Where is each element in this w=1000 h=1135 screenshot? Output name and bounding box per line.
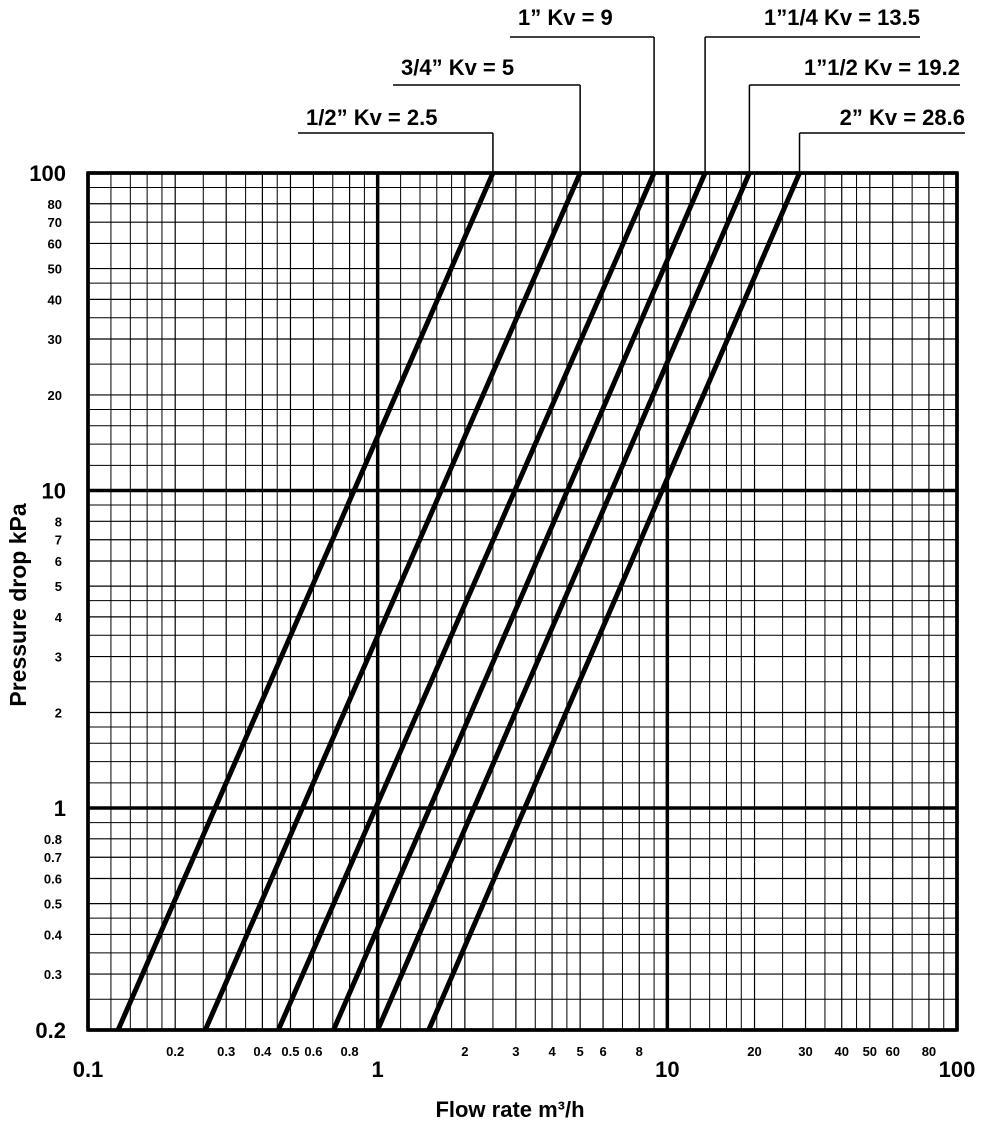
x-axis-label: Flow rate m³/h	[435, 1097, 584, 1122]
x-tick-label: 40	[834, 1044, 848, 1059]
x-tick-label: 2	[461, 1044, 468, 1059]
y-tick-label: 2	[55, 705, 62, 720]
series-line	[331, 172, 708, 1031]
plot-frame	[86, 171, 959, 1032]
x-tick-label: 60	[886, 1044, 900, 1059]
y-tick-label: 8	[55, 514, 62, 529]
y-tick-label: 7	[55, 533, 62, 548]
x-tick-label: 4	[548, 1044, 556, 1059]
y-tick-label: 50	[48, 262, 62, 277]
x-tick-label: 50	[863, 1044, 877, 1059]
y-tick-label: 4	[55, 610, 63, 625]
y-tick-label: 60	[48, 236, 62, 251]
x-tick-label: 0.1	[73, 1057, 104, 1082]
y-tick-label: 0.2	[35, 1018, 66, 1043]
x-tick-label: 0.2	[166, 1044, 184, 1059]
legend-label: 3/4” Kv = 5	[401, 55, 514, 80]
y-tick-label: 30	[48, 332, 62, 347]
x-tick-label: 100	[939, 1057, 976, 1082]
x-tick-label: 6	[599, 1044, 606, 1059]
series-line	[276, 171, 657, 1032]
x-tick-label: 0.3	[217, 1044, 235, 1059]
y-tick-label: 20	[48, 388, 62, 403]
legend-label: 1/2” Kv = 2.5	[306, 105, 437, 130]
y-tick-label: 5	[55, 579, 62, 594]
x-tick-label: 0.6	[304, 1044, 322, 1059]
x-tick-label: 10	[655, 1057, 679, 1082]
x-tick-label: 1	[372, 1057, 384, 1082]
y-tick-label: 0.8	[44, 832, 62, 847]
y-tick-label: 70	[48, 215, 62, 230]
x-tick-label: 20	[747, 1044, 761, 1059]
series-line	[375, 172, 752, 1031]
series-line	[115, 171, 496, 1032]
y-tick-label: 1	[54, 796, 66, 821]
y-tick-label: 3	[55, 650, 62, 665]
legend-label: 1”1/4 Kv = 13.5	[764, 5, 920, 30]
y-tick-label: 0.4	[44, 927, 63, 942]
y-tick-label: 40	[48, 292, 62, 307]
x-tick-label: 5	[577, 1044, 584, 1059]
x-tick-label: 0.5	[281, 1044, 299, 1059]
series-line	[202, 171, 583, 1032]
y-tick-label: 10	[42, 479, 66, 504]
x-tick-label: 3	[512, 1044, 519, 1059]
legend-label: 1”1/2 Kv = 19.2	[804, 55, 960, 80]
y-tick-label: 0.3	[44, 967, 62, 982]
x-tick-label: 30	[798, 1044, 812, 1059]
y-tick-label: 0.6	[44, 872, 62, 887]
x-tick-label: 0.4	[253, 1044, 272, 1059]
x-tick-label: 0.8	[341, 1044, 359, 1059]
y-tick-label: 80	[48, 197, 62, 212]
x-tick-label: 8	[636, 1044, 643, 1059]
y-tick-label: 100	[29, 161, 66, 186]
y-tick-label: 0.5	[44, 897, 62, 912]
y-axis-label: Pressure drop kPa	[5, 503, 31, 706]
y-tick-label: 6	[55, 554, 62, 569]
series-line	[426, 172, 802, 1031]
legend-label: 2” Kv = 28.6	[840, 105, 965, 130]
x-tick-label: 80	[922, 1044, 936, 1059]
y-tick-label: 0.7	[44, 850, 62, 865]
legend-label: 1” Kv = 9	[518, 5, 613, 30]
